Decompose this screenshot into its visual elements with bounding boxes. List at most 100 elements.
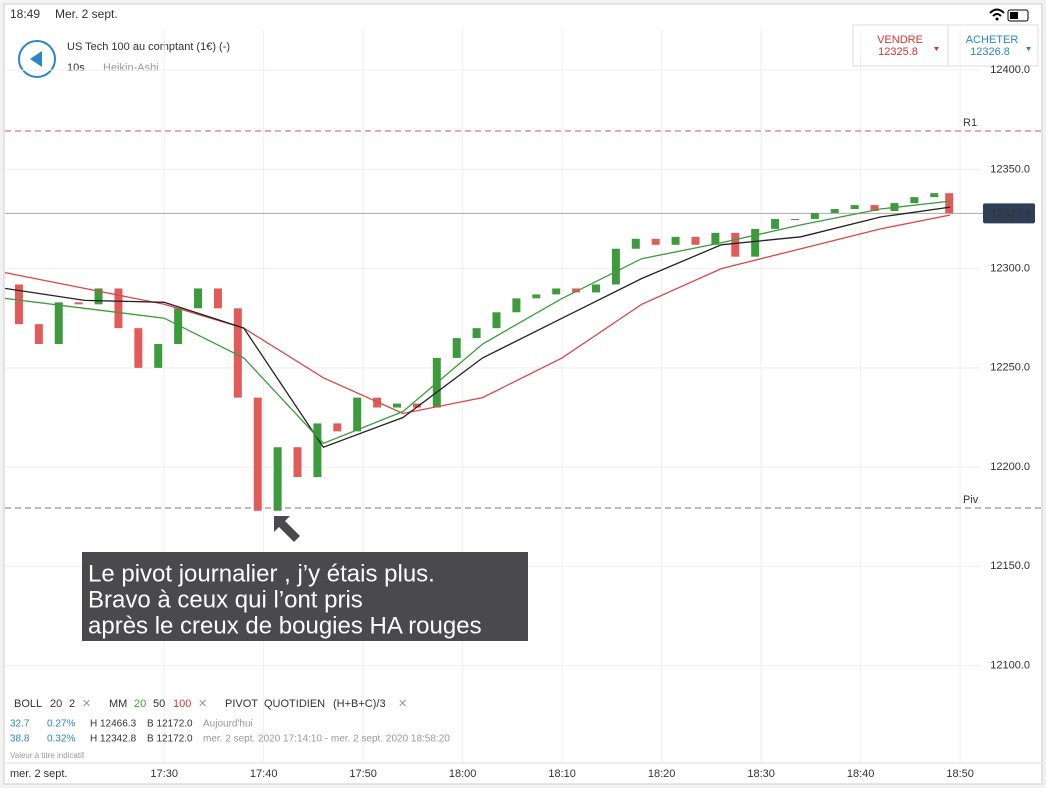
candle [174, 308, 183, 345]
annotation-arrow [274, 516, 300, 542]
disclaimer: Valeur à titre indicatif [10, 751, 85, 760]
sell-button[interactable]: VENDRE 12325.8 [852, 24, 949, 67]
annotation-line: après le creux de bougies HA rouges [88, 612, 482, 639]
candle [910, 197, 919, 204]
candle [631, 238, 640, 249]
mm-period[interactable]: 50 [153, 698, 165, 710]
chart: 12100.0 12150.0 12200.0 12250.0 12300.0 12350… [4, 30, 1041, 780]
indicator-bar: BOLL 20 2 ✕ MM 20 50 100 ✕ PIVOT QUOTIDI… [10, 698, 450, 760]
y-tick-label: 12150.0 [990, 560, 1030, 572]
buy-caret[interactable] [1026, 47, 1031, 51]
battery [1007, 9, 1029, 22]
candle [691, 236, 700, 245]
candle [945, 193, 954, 214]
candle [830, 209, 839, 214]
last-price-box [983, 203, 1035, 224]
boll-dev[interactable]: 2 [69, 698, 75, 710]
instrument: US Tech 100 au comptant (1€) (-) [67, 41, 230, 53]
annotation-line: Le pivot journalier , j’y étais plus. [88, 560, 435, 587]
remove-icon[interactable]: ✕ [82, 698, 91, 710]
x-tick-label: 17:40 [250, 768, 278, 780]
moving-average [4, 214, 951, 415]
wifi-icon [989, 8, 1005, 17]
x-tick-label: 18:20 [648, 768, 676, 780]
candle [472, 328, 481, 339]
candle [94, 288, 103, 305]
remove-icon[interactable]: ✕ [198, 698, 207, 710]
candle [552, 288, 561, 295]
stat-low: B 12172.0 [147, 719, 193, 730]
buy-price[interactable]: 12326.8 [970, 46, 1010, 58]
candle [711, 232, 720, 245]
app [3, 3, 1043, 785]
candle [671, 236, 680, 245]
candle [393, 403, 402, 408]
pivot-label[interactable]: PIVOT [225, 698, 258, 710]
candle [154, 344, 163, 368]
x-tick-label: 18:40 [847, 768, 875, 780]
pivot-period[interactable]: QUOTIDIEN [264, 698, 325, 710]
candle [213, 288, 222, 309]
candle [790, 218, 799, 220]
pivot-label: R1 [963, 117, 977, 129]
candle [194, 288, 203, 309]
y-tick-label: 12300.0 [990, 262, 1030, 274]
buy-box[interactable] [947, 24, 1039, 67]
x-tick-label: 17:30 [150, 768, 178, 780]
status-time: 18:49 [10, 7, 40, 21]
x-tick-label: 18:10 [548, 768, 576, 780]
y-tick-label: 12350.0 [990, 163, 1030, 175]
candle [273, 447, 282, 511]
boll-label[interactable]: BOLL [14, 698, 42, 710]
buy-button[interactable]: ACHETER 12326.8 [947, 24, 1039, 67]
candle [731, 232, 740, 257]
candle [870, 205, 879, 212]
sell-price[interactable]: 12325.8 [878, 46, 918, 58]
stat-low: B 12172.0 [147, 734, 193, 745]
sell-label[interactable]: VENDRE [877, 34, 923, 46]
candle [572, 288, 581, 293]
candle [492, 312, 501, 329]
candle [233, 308, 242, 398]
x-tick-label: 18:30 [747, 768, 775, 780]
y-tick-label: 12400.0 [990, 64, 1030, 76]
x-tick-label: 17:50 [349, 768, 377, 780]
y-tick-label: 12100.0 [990, 659, 1030, 671]
candle [253, 397, 262, 511]
boll-period[interactable]: 20 [50, 698, 62, 710]
x-tick-label: 18:00 [449, 768, 477, 780]
candle [771, 218, 780, 229]
last-price-label: 12327.8 [991, 207, 1031, 219]
chart-style[interactable]: Heikin-Ashi [103, 62, 159, 74]
y-tick-label: 12200.0 [990, 461, 1030, 473]
candle [134, 328, 143, 368]
battery-level [1010, 12, 1018, 19]
stat-high: H 12466.3 [90, 719, 137, 730]
pivot-formula[interactable]: (H+B+C)/3 [333, 698, 386, 710]
sell-caret[interactable] [934, 47, 939, 51]
mm-period[interactable]: 20 [134, 698, 146, 710]
back-button[interactable] [18, 40, 56, 78]
candle [611, 248, 620, 285]
mm-period[interactable]: 100 [173, 698, 191, 710]
buy-label[interactable]: ACHETER [966, 34, 1019, 46]
candle [333, 423, 342, 432]
annotation: Le pivot journalier , j’y étais plus. Br… [82, 516, 528, 641]
stat-high: H 12342.8 [90, 734, 137, 745]
candle [412, 403, 421, 408]
candle [810, 213, 819, 219]
candle [850, 205, 859, 210]
candle [930, 193, 939, 198]
x-tick-label: 18:50 [946, 768, 974, 780]
candle [313, 423, 322, 478]
mm-label[interactable]: MM [109, 698, 127, 710]
candle [532, 294, 541, 299]
annotation-box [82, 552, 528, 641]
stat-change-pct: 0.32% [47, 734, 75, 745]
interval[interactable]: 10s [67, 62, 85, 74]
remove-icon[interactable]: ✕ [398, 698, 407, 710]
stat-range: Aujourd'hui [203, 719, 253, 730]
back-arrow[interactable] [30, 51, 42, 67]
candle [114, 288, 123, 329]
